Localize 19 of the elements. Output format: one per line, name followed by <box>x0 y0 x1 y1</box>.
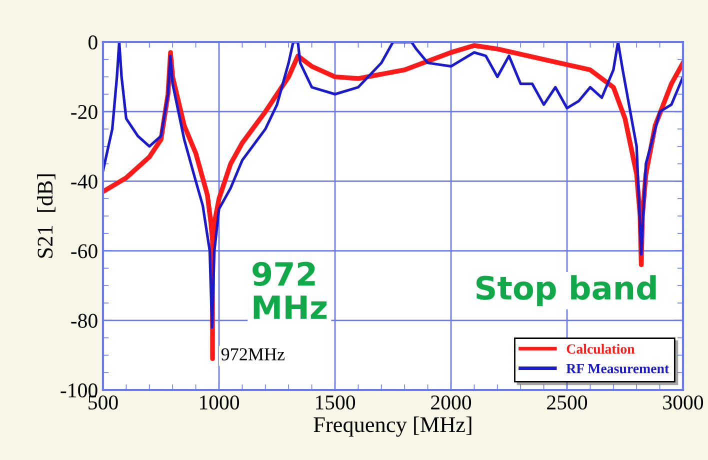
y-tick-label: -100 <box>60 383 98 398</box>
annotation: Stop band <box>476 275 656 306</box>
x-tick-label: 2000 <box>431 395 472 410</box>
x-tick-label: 500 <box>88 395 118 410</box>
y-tick-label: 0 <box>88 35 98 50</box>
legend-label: RF Measurement <box>566 364 670 374</box>
y-axis-title: S21 [dB] <box>37 174 56 258</box>
x-tick-label: 1000 <box>200 395 240 410</box>
x-tick-label: 1500 <box>316 395 356 410</box>
y-tick-label: -80 <box>71 314 98 328</box>
y-tick-label: -60 <box>71 244 98 258</box>
x-tick-label: 2500 <box>547 395 588 410</box>
legend-label: Calculation <box>566 344 635 354</box>
y-tick-label: -40 <box>71 174 98 189</box>
y-tick-label: -20 <box>71 104 98 120</box>
annotation: 972MHz <box>221 348 285 360</box>
annotation: 972 MHz <box>252 262 326 319</box>
x-axis-title: Frequency [MHz] <box>314 416 472 437</box>
x-tick-label: 3000 <box>663 395 704 410</box>
